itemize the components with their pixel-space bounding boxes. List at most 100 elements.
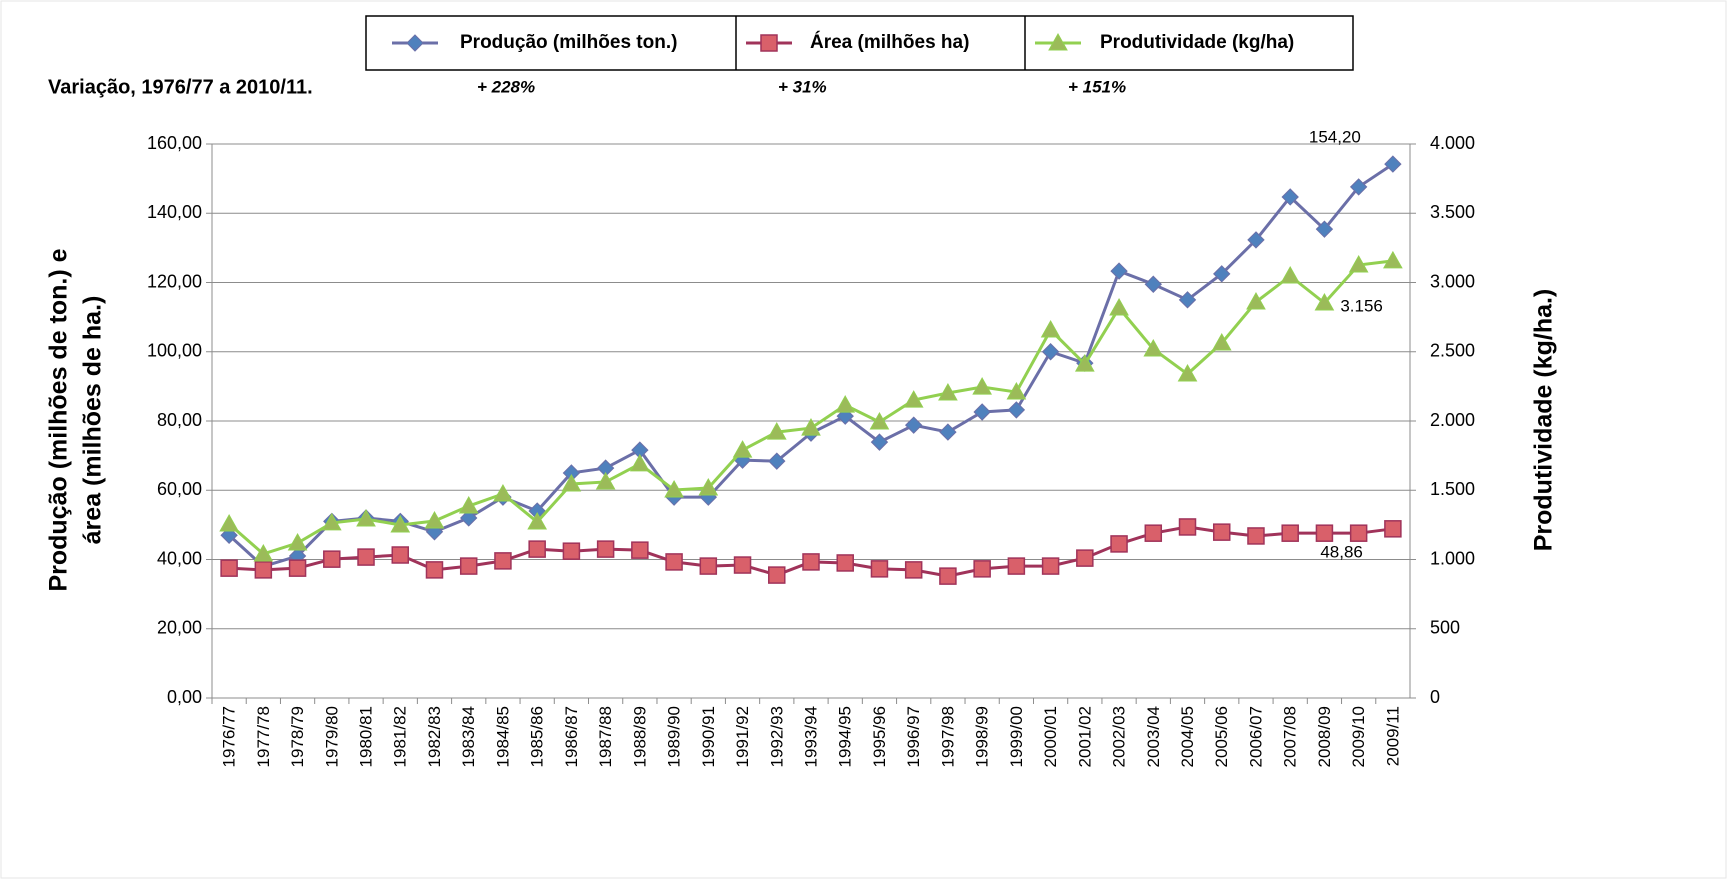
x-tick-label: 1977/78 — [254, 706, 273, 767]
marker — [973, 560, 991, 578]
legend-marker — [406, 34, 424, 52]
data-label: 48,86 — [1320, 542, 1363, 561]
marker — [1281, 524, 1299, 542]
x-tick-label: 1986/87 — [562, 706, 581, 767]
marker — [1212, 523, 1231, 541]
x-tick-label: 1976/77 — [220, 706, 239, 767]
marker — [527, 511, 548, 530]
y-axis-title: Produção (milhões de ton.) e — [45, 248, 73, 591]
x-tick-label: 1991/92 — [733, 706, 752, 767]
marker — [1247, 527, 1265, 545]
marker — [1247, 231, 1265, 249]
marker — [1315, 524, 1334, 542]
x-tick-label: 2009/10 — [1349, 706, 1368, 767]
marker — [664, 479, 684, 498]
marker — [938, 383, 958, 401]
legend-label: Área (milhões ha) — [810, 31, 969, 53]
data-label: 154,20 — [1309, 128, 1361, 147]
y2-tick-label: 500 — [1430, 618, 1460, 638]
y-axis-title: área (milhões de ha.) — [79, 296, 107, 545]
marker — [732, 440, 753, 458]
y2-tick-label: 1.500 — [1430, 479, 1475, 499]
x-tick-label: 1999/00 — [1007, 706, 1026, 767]
marker — [425, 561, 444, 579]
x-tick-label: 2003/04 — [1144, 706, 1163, 767]
x-tick-label: 1993/94 — [801, 706, 820, 767]
y2-axis-title: Produtividade (kg/ha.) — [1530, 289, 1558, 552]
marker — [698, 478, 719, 496]
marker — [1383, 250, 1403, 269]
marker — [356, 509, 376, 527]
marker — [870, 433, 889, 451]
marker — [1041, 557, 1060, 575]
marker — [1348, 255, 1369, 273]
marker — [1110, 535, 1128, 553]
x-tick-label: 1980/81 — [357, 706, 376, 767]
x-tick-label: 1982/83 — [425, 706, 444, 767]
marker — [323, 550, 341, 568]
marker — [733, 556, 752, 574]
marker — [254, 561, 273, 579]
annotation: + 151% — [1068, 77, 1126, 96]
marker — [903, 390, 924, 408]
marker — [939, 567, 957, 585]
legend-label: Produção (milhões ton.) — [460, 32, 677, 53]
marker — [1144, 275, 1162, 293]
x-tick-label: 2002/03 — [1110, 706, 1129, 767]
marker — [459, 557, 478, 575]
x-tick-label: 1997/98 — [938, 706, 957, 767]
x-tick-label: 1994/95 — [836, 706, 855, 767]
marker — [1074, 354, 1095, 372]
marker — [836, 407, 854, 425]
y-tick-label: 20,00 — [157, 618, 202, 638]
x-tick-label: 1985/86 — [528, 706, 547, 767]
marker — [390, 514, 411, 533]
x-tick-label: 1998/99 — [973, 706, 992, 767]
x-tick-label: 1979/80 — [322, 706, 341, 767]
x-tick-label: 1995/96 — [870, 706, 889, 767]
marker — [1211, 333, 1232, 351]
x-tick-label: 1983/84 — [459, 706, 478, 767]
marker — [458, 496, 479, 514]
marker — [1177, 364, 1198, 382]
marker — [1178, 291, 1197, 309]
y2-tick-label: 2.500 — [1430, 341, 1475, 361]
marker — [972, 377, 992, 395]
marker — [220, 559, 238, 577]
marker — [561, 473, 582, 492]
marker — [904, 561, 923, 579]
marker — [1110, 262, 1128, 280]
x-tick-label: 2009/11 — [1383, 706, 1402, 766]
marker — [1384, 155, 1402, 173]
marker — [596, 540, 615, 558]
marker — [595, 471, 616, 490]
marker — [1109, 297, 1129, 316]
x-tick-label: 2007/08 — [1281, 706, 1300, 767]
y2-tick-label: 2.000 — [1430, 410, 1475, 430]
marker — [528, 540, 546, 558]
marker — [1007, 557, 1026, 575]
marker — [973, 403, 991, 421]
x-tick-label: 1989/90 — [665, 706, 684, 767]
y2-tick-label: 1.000 — [1430, 548, 1475, 568]
annotation: + 31% — [778, 77, 827, 96]
legend-marker — [1048, 32, 1068, 51]
x-tick-label: 1987/88 — [596, 706, 615, 767]
marker — [1349, 178, 1368, 196]
marker — [1040, 319, 1061, 338]
marker — [1384, 520, 1402, 538]
marker — [1076, 549, 1094, 567]
marker — [1349, 524, 1368, 542]
legend-marker — [760, 34, 778, 52]
marker — [904, 416, 923, 434]
x-tick-label: 1992/93 — [767, 706, 786, 767]
marker — [493, 483, 513, 502]
subtitle: Variação, 1976/77 a 2010/11. — [48, 76, 313, 98]
marker — [768, 452, 786, 470]
marker — [801, 418, 821, 436]
x-tick-label: 2005/06 — [1212, 706, 1231, 767]
marker — [562, 542, 581, 560]
marker — [1246, 292, 1266, 310]
marker — [1213, 265, 1231, 283]
